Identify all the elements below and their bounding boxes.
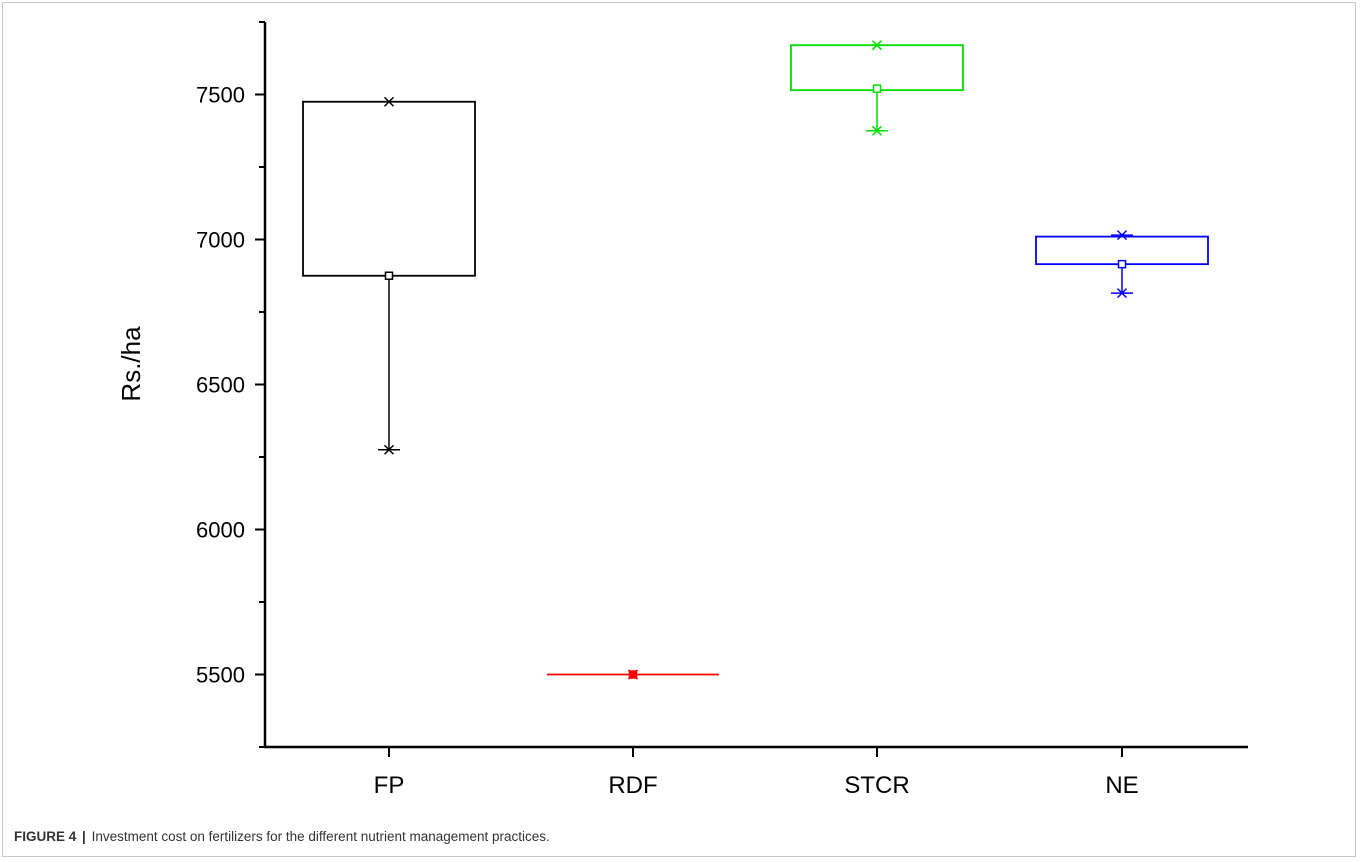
y-tick-label: 7500 <box>196 83 245 108</box>
min-marker <box>627 669 639 680</box>
box-rect <box>790 44 964 92</box>
x-tick-label: RDF <box>608 772 657 799</box>
max-marker <box>871 40 883 51</box>
boxes <box>302 40 1209 680</box>
min-marker-stroke <box>871 125 883 136</box>
caption-label: FIGURE 4 <box>14 829 77 844</box>
max-marker-stroke <box>1116 230 1128 241</box>
min-marker <box>871 125 883 136</box>
min-marker-stroke <box>383 444 395 455</box>
caption-text: Investment cost on fertilizers for the d… <box>91 829 550 844</box>
figure-caption: FIGURE 4 | Investment cost on fertilizer… <box>14 829 550 844</box>
box-fp <box>302 100 476 451</box>
max-marker-stroke <box>383 96 395 107</box>
y-tick-label: 5500 <box>196 663 245 688</box>
max-marker <box>1116 230 1128 241</box>
y-tick-label: 7000 <box>196 228 245 253</box>
min-marker <box>383 444 395 455</box>
max-marker-stroke <box>871 40 883 51</box>
min-marker <box>1116 288 1128 299</box>
median-marker <box>1117 259 1127 269</box>
x-tick-label: NE <box>1105 772 1138 799</box>
min-marker-stroke <box>1116 288 1128 299</box>
box-stcr <box>790 44 964 132</box>
caption-separator: | <box>82 829 86 844</box>
x-tick-label: FP <box>374 772 405 799</box>
box-rect <box>302 100 476 277</box>
axes: 5500 6000 6500 7000 7500 FP RDF STCR NE <box>196 21 1248 799</box>
x-tick-label: STCR <box>844 772 909 799</box>
y-tick-label: 6000 <box>196 518 245 543</box>
min-marker-stroke <box>627 669 639 680</box>
y-tick-label: 6500 <box>196 373 245 398</box>
y-axis-label: Rs./ha <box>116 326 146 402</box>
median-marker <box>384 271 394 280</box>
median-marker <box>872 84 882 93</box>
max-marker <box>383 96 395 107</box>
box-ne <box>1035 234 1209 294</box>
